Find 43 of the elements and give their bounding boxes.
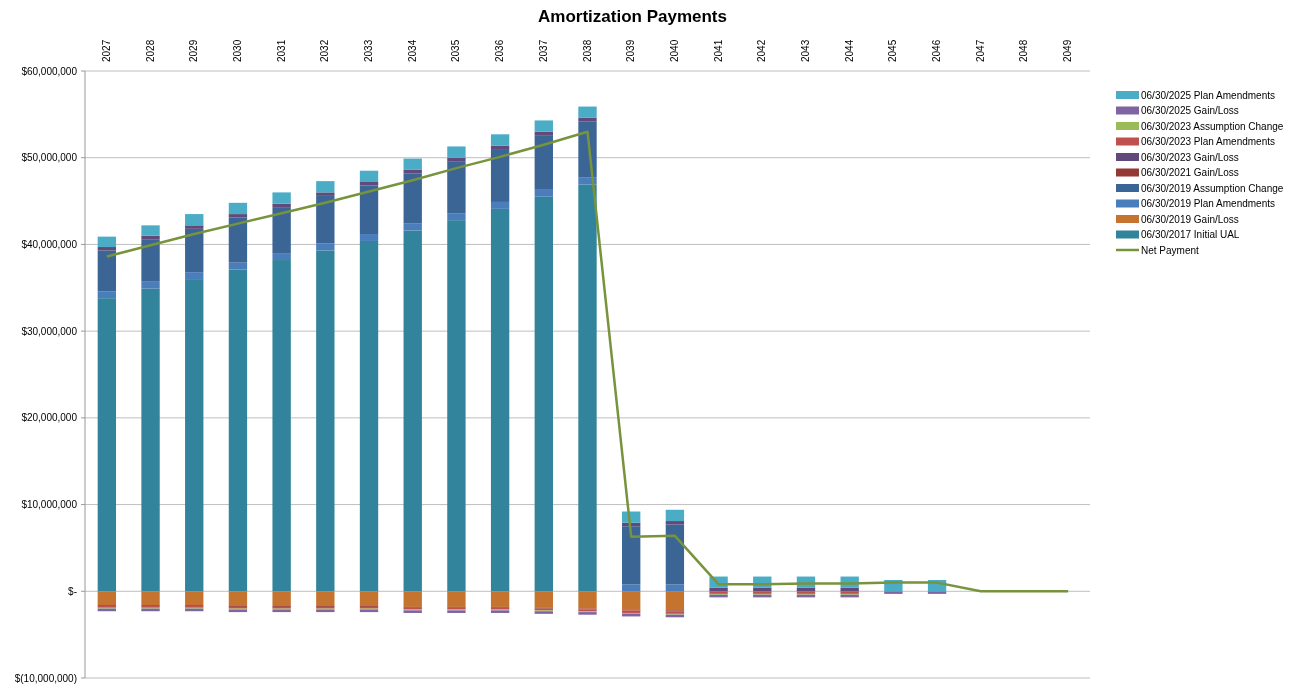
x-tick-label: 2028 (144, 39, 156, 62)
x-tick-label: 2041 (712, 39, 724, 62)
legend-label: 06/30/2023 Assumption Change (1141, 120, 1284, 132)
x-tick-label: 2040 (668, 39, 680, 62)
x-tick-label: 2031 (275, 39, 287, 62)
y-tick-label: $30,000,000 (21, 325, 78, 337)
x-tick-label: 2032 (319, 39, 331, 62)
legend-label: 06/30/2025 Gain/Loss (1141, 105, 1239, 116)
y-tick-label: $50,000,000 (21, 152, 78, 164)
legend-label: 06/30/2019 Gain/Loss (1141, 213, 1239, 225)
x-tick-label: 2037 (537, 39, 549, 62)
x-tick-label: 2043 (799, 39, 811, 62)
legend-label: 06/30/2025 Plan Amendments (1141, 89, 1275, 101)
legend-label: 06/30/2023 Gain/Loss (1141, 151, 1239, 163)
x-tick-label: 2030 (231, 39, 243, 62)
x-tick-label: 2049 (1062, 39, 1074, 62)
x-tick-label: 2047 (974, 39, 986, 62)
legend-label: 06/30/2021 Gain/Loss (1141, 167, 1239, 178)
x-tick-label: 2029 (188, 39, 200, 62)
x-tick-label: 2036 (494, 39, 506, 62)
y-tick-label: $(10,000,000) (14, 672, 77, 684)
x-tick-label: 2038 (581, 39, 593, 62)
x-tick-label: 2046 (931, 39, 943, 62)
x-tick-label: 2042 (756, 39, 768, 62)
x-tick-label: 2039 (625, 39, 637, 62)
y-tick-label: $60,000,000 (21, 65, 78, 77)
x-tick-label: 2035 (450, 39, 462, 62)
y-tick-label: $10,000,000 (21, 499, 78, 511)
y-tick-label: $- (68, 585, 77, 597)
legend-label: Net Payment (1141, 244, 1200, 256)
legend-label: 06/30/2019 Assumption Change (1141, 182, 1284, 194)
x-tick-label: 2033 (363, 39, 375, 62)
x-tick-label: 2045 (887, 39, 899, 62)
y-tick-label: $20,000,000 (21, 412, 78, 424)
legend-label: 06/30/2017 Initial UAL (1141, 229, 1240, 240)
x-tick-label: 2048 (1018, 39, 1030, 62)
x-tick-label: 2027 (100, 39, 112, 62)
x-tick-label: 2044 (843, 39, 855, 62)
legend-label: 06/30/2019 Plan Amendments (1141, 198, 1275, 209)
chart-title: Amortization Payments (538, 7, 727, 26)
y-tick-label: $40,000,000 (21, 238, 78, 250)
x-tick-label: 2034 (406, 39, 418, 62)
legend-label: 06/30/2023 Plan Amendments (1141, 136, 1275, 147)
